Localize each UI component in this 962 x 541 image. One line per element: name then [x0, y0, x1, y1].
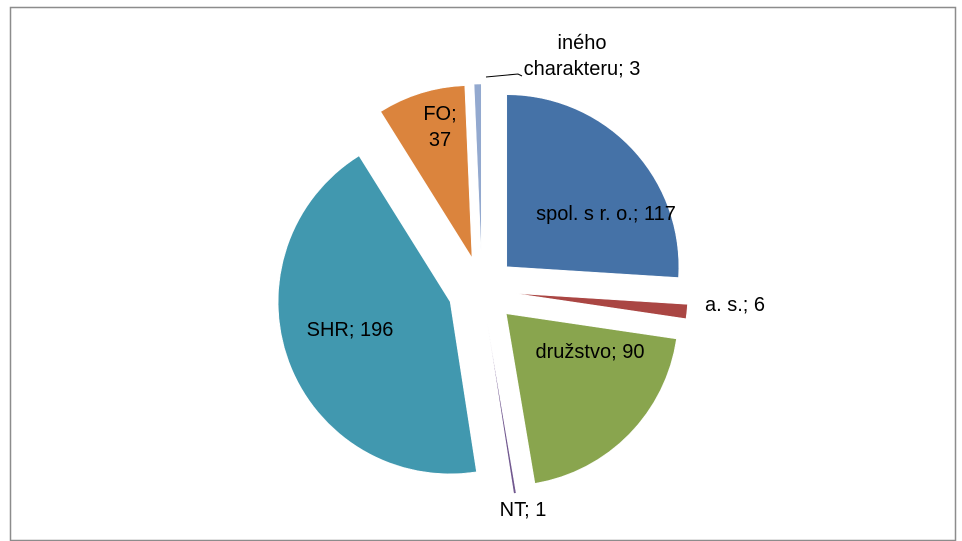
pie-slice	[380, 85, 473, 259]
leader-line	[485, 73, 523, 78]
label-separator: ;	[632, 203, 644, 225]
label-category: spol. s r. o.	[536, 203, 633, 225]
label-category: a. s.	[704, 294, 743, 316]
label-separator: ;	[348, 319, 360, 341]
pie-slice	[505, 313, 677, 484]
pie-slice	[473, 83, 482, 257]
label-category: družstvo	[535, 341, 612, 363]
label-category: iného charakteru	[523, 32, 619, 80]
label-separator: ;	[451, 103, 457, 125]
label-category: NT	[499, 499, 525, 521]
data-label: SHR; 196	[275, 317, 425, 343]
data-label: NT; 1	[473, 497, 573, 523]
pie-slice	[487, 323, 517, 494]
data-label: družstvo; 90	[490, 339, 690, 365]
pie-slice	[515, 293, 688, 319]
label-value: 37	[428, 129, 452, 151]
data-label: a. s.; 6	[685, 292, 785, 318]
label-category: FO	[423, 103, 452, 125]
label-value: 1	[535, 499, 547, 521]
label-separator: ;	[618, 58, 630, 80]
label-value: 6	[753, 294, 766, 316]
data-label: iného charakteru; 3	[507, 30, 657, 82]
label-separator: ;	[611, 341, 623, 363]
data-label: spol. s r. o.; 117	[536, 201, 676, 227]
label-value: 117	[643, 203, 676, 225]
label-separator: ;	[742, 294, 754, 316]
chart-frame	[9, 6, 957, 541]
label-value: 90	[622, 341, 645, 363]
data-label: FO; 37	[415, 101, 465, 153]
label-value: 3	[629, 58, 641, 80]
label-value: 196	[359, 319, 394, 341]
label-separator: ;	[524, 499, 536, 521]
label-category: SHR	[306, 319, 349, 341]
pie-slice	[506, 94, 680, 278]
pie-slice	[277, 155, 477, 475]
